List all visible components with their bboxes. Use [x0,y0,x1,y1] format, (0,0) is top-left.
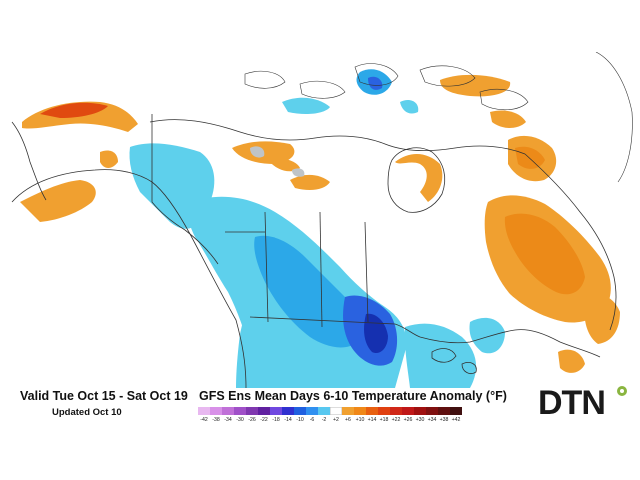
legend-tick-label: -6 [309,417,315,423]
arctic-islands [244,52,633,183]
legend-swatch [234,407,246,415]
legend-swatch [438,407,450,415]
arctic-cool-strip [282,97,330,115]
legend-tick-label: -30 [236,417,244,423]
legend-swatch [390,407,402,415]
plains-cool-mid [254,235,362,348]
arctic-cool-islet [400,100,419,114]
legend-tick-label: +30 [415,417,425,423]
legend-tick-label: -10 [296,417,304,423]
nwt-warm-b [290,174,330,190]
legend-tick-label: +18 [379,417,389,423]
legend-swatch [282,407,294,415]
alaska-north-hot [40,102,108,118]
alaska-south-warm [20,180,96,222]
legend-tick-label: -18 [272,417,280,423]
legend-swatch [330,407,342,415]
legend-swatch [258,407,270,415]
legend-tick-label: -34 [224,417,232,423]
dtn-logo-dot-icon [617,386,627,396]
legend-swatch [294,407,306,415]
legend-tick-label: +2 [333,417,339,423]
arctic-warm-b [490,110,526,128]
legend-swatch [342,407,354,415]
dtn-logo: DTN [538,384,606,422]
legend-swatch [210,407,222,415]
legend-swatch [402,407,414,415]
ice-patch-a [250,146,265,158]
valid-period: Valid Tue Oct 15 - Sat Oct 19 [20,389,188,403]
legend-swatch [222,407,234,415]
quebec-warm-mid [504,213,585,295]
legend-swatch [270,407,282,415]
temperature-anomaly-map [0,52,640,388]
legend-swatch [366,407,378,415]
map-canvas [0,52,640,388]
legend-title: GFS Ens Mean Days 6-10 Temperature Anoma… [199,389,507,403]
legend-tick-label: +14 [367,417,377,423]
legend-tick-label: -26 [248,417,256,423]
ice-patch-b [292,168,305,177]
footer-panel: Valid Tue Oct 15 - Sat Oct 19 Updated Oc… [0,384,640,428]
legend-tick-label: -14 [284,417,292,423]
nwt-warm-c [268,158,300,172]
legend-ticks: -42 -38 -34 -30 -26 -22 -18 -14 -10 -6 -2 +2 +6 +10 +1… [198,417,462,423]
legend-swatch [306,407,318,415]
legend-swatch [414,407,426,415]
legend-color-bar [198,407,462,415]
legend-tick-label: -2 [321,417,327,423]
northeast-cool [469,317,505,354]
legend-tick-label: -42 [200,417,208,423]
legend-swatch [426,407,438,415]
legend-swatch [450,407,462,415]
arctic-warm-a [440,74,511,97]
baffin-warm-mid [515,146,545,169]
legend-tick-label: +10 [355,417,365,423]
legend-tick-label: +42 [451,417,461,423]
legend-swatch [354,407,366,415]
legend-swatch [318,407,330,415]
legend-tick-label: +22 [391,417,401,423]
east-us-cool [404,323,477,388]
hudson-bay-warm [395,153,443,202]
legend-swatch [246,407,258,415]
legend-swatch [378,407,390,415]
arctic-island-deep [368,76,383,90]
updated-date: Updated Oct 10 [52,407,122,418]
legend-tick-label: +26 [403,417,413,423]
legend-tick-label: +34 [427,417,437,423]
alaska-interior-warm [100,150,118,168]
maritimes-warm [584,294,620,344]
legend-swatch [198,407,210,415]
atlantic-warm [558,349,585,373]
boundaries [11,114,617,388]
legend-tick-label: -22 [260,417,268,423]
legend-tick-label: +6 [345,417,351,423]
legend-tick-label: +38 [439,417,449,423]
legend-tick-label: -38 [212,417,220,423]
